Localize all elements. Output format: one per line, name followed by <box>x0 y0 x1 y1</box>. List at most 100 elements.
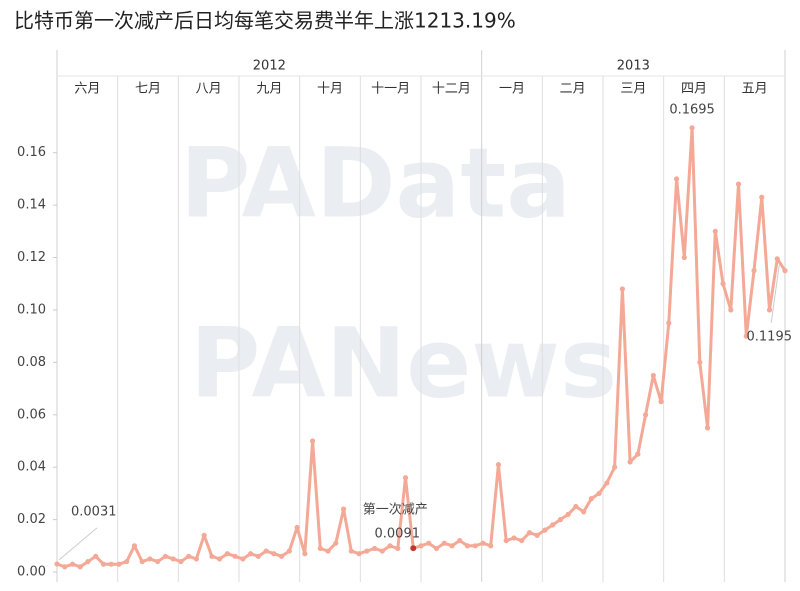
data-point <box>116 561 122 567</box>
data-point <box>751 268 757 274</box>
annotation: 第一次减产 <box>363 502 428 518</box>
data-point <box>480 540 486 546</box>
y-tick-label: 0.04 <box>17 460 46 475</box>
month-label: 一月 <box>499 82 525 97</box>
data-point <box>69 561 76 567</box>
data-point <box>186 553 192 559</box>
data-point <box>333 540 339 546</box>
data-point <box>217 556 223 562</box>
data-point <box>162 553 169 559</box>
data-point <box>542 527 548 533</box>
y-tick-label: 0.16 <box>17 145 46 160</box>
data-point <box>433 545 440 552</box>
data-point <box>77 564 83 570</box>
data-point <box>441 540 447 546</box>
data-point <box>54 561 60 567</box>
data-point <box>232 553 238 559</box>
data-point <box>720 281 726 287</box>
data-point <box>449 543 455 549</box>
data-point <box>503 537 509 544</box>
data-point <box>108 561 114 567</box>
year-label: 2012 <box>253 59 286 74</box>
data-point <box>209 553 215 559</box>
data-point <box>557 517 564 523</box>
data-point <box>526 530 533 536</box>
y-tick-label: 0.02 <box>17 512 46 527</box>
data-point <box>619 286 625 292</box>
month-label: 七月 <box>135 82 161 97</box>
data-point <box>402 475 409 481</box>
data-point <box>712 228 718 234</box>
data-point <box>302 551 308 557</box>
year-label: 2013 <box>617 59 650 74</box>
y-tick-label: 0.06 <box>17 407 46 422</box>
data-point <box>581 509 587 515</box>
data-point <box>85 558 91 565</box>
data-point <box>472 543 478 549</box>
data-point <box>62 564 68 570</box>
data-point <box>124 558 130 565</box>
month-label: 八月 <box>196 82 222 97</box>
data-point <box>139 558 145 565</box>
data-point <box>371 545 378 552</box>
month-label: 四月 <box>681 82 707 97</box>
data-point <box>286 548 292 554</box>
data-point <box>635 451 641 457</box>
data-point <box>782 268 788 274</box>
data-point <box>642 412 649 418</box>
data-point <box>131 543 138 549</box>
data-point <box>93 553 99 559</box>
value-label: 0.0091 <box>375 527 421 542</box>
data-point <box>294 524 300 531</box>
data-point <box>426 540 432 546</box>
data-point <box>728 307 734 313</box>
data-point <box>488 543 494 549</box>
data-point <box>147 556 153 562</box>
data-point <box>255 553 261 559</box>
watermark: PANews <box>190 307 617 419</box>
data-point <box>364 548 370 554</box>
data-point <box>743 333 749 339</box>
data-point <box>224 551 230 557</box>
data-point <box>100 561 107 567</box>
value-label: 0.1195 <box>747 329 793 344</box>
month-label: 十一月 <box>371 82 410 97</box>
data-point <box>495 461 502 468</box>
month-label: 五月 <box>742 82 768 97</box>
data-point <box>178 558 184 565</box>
highlight-point <box>410 545 417 552</box>
y-tick-label: 0.14 <box>17 198 46 213</box>
data-point <box>573 503 579 510</box>
data-point <box>263 548 269 554</box>
value-label: 0.1695 <box>669 102 715 117</box>
data-point <box>658 399 664 405</box>
data-point <box>627 459 633 465</box>
data-point <box>271 551 277 557</box>
data-point <box>155 558 161 565</box>
month-label: 二月 <box>560 82 586 97</box>
data-point <box>193 556 200 562</box>
data-point <box>550 522 556 528</box>
data-point <box>519 537 525 544</box>
data-point <box>596 490 602 497</box>
data-point <box>348 548 354 554</box>
month-label: 六月 <box>74 82 100 97</box>
data-point <box>418 543 424 549</box>
y-tick-label: 0.10 <box>17 302 46 317</box>
data-point <box>464 543 471 549</box>
data-point <box>201 532 207 538</box>
data-point <box>278 553 285 559</box>
data-point <box>759 194 765 200</box>
data-point <box>309 438 316 444</box>
data-point <box>565 511 571 517</box>
data-point <box>170 556 176 562</box>
data-point <box>379 548 385 554</box>
label-leader <box>770 264 780 323</box>
watermark: PAData <box>180 127 571 239</box>
data-point <box>356 551 362 557</box>
data-point <box>666 320 672 326</box>
data-point <box>650 372 656 379</box>
data-point <box>735 181 742 187</box>
data-point <box>673 176 680 182</box>
